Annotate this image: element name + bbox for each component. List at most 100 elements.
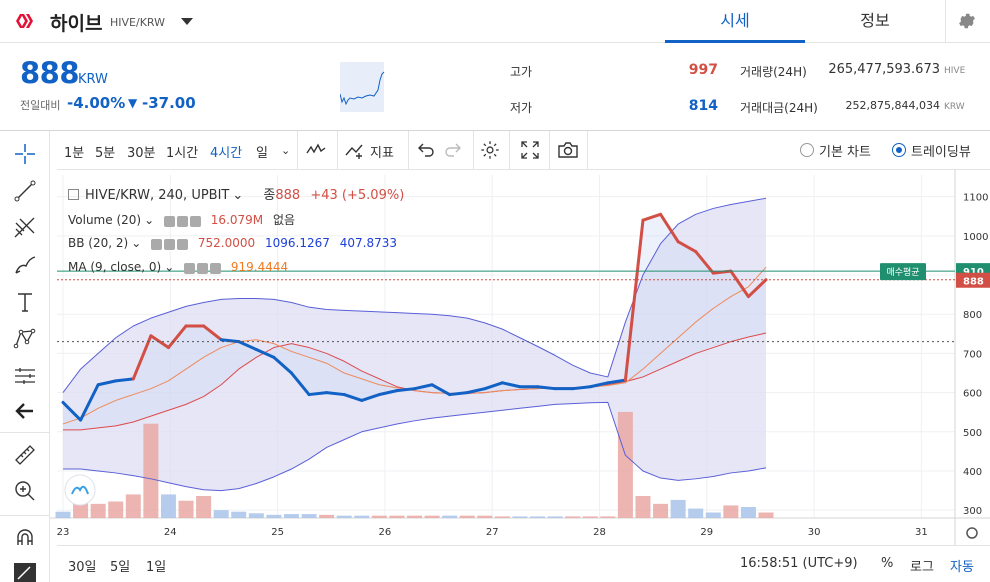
basic-chart-label[interactable]: 기본 차트 [819, 145, 871, 160]
bottom-toolbar: 30일 5일 1일 16:58:51 (UTC+9) % 로그 자동 [57, 545, 990, 582]
close-icon[interactable] [210, 262, 222, 274]
range-30d[interactable]: 30일 [68, 560, 97, 575]
price-line-segment [659, 212, 680, 244]
volume-bar [407, 515, 422, 518]
volume-bar [424, 515, 440, 518]
toolbar-divider [549, 131, 550, 169]
eye-icon[interactable] [163, 215, 175, 227]
chevron-down-icon[interactable]: ⌄ [131, 236, 142, 250]
chevron-down-icon[interactable]: ⌄ [164, 260, 175, 274]
coin-name: 하이브 [50, 13, 103, 35]
range-5d[interactable]: 5일 [110, 560, 131, 575]
text-tool-icon[interactable] [12, 289, 38, 315]
y-tick-label: 400 [963, 467, 982, 478]
mini-chart [340, 62, 385, 112]
interval-5m[interactable]: 5분 [95, 146, 116, 161]
volume-indicator-name[interactable]: Volume (20) [68, 213, 142, 227]
bb-indicator-name[interactable]: BB (20, 2) [68, 236, 129, 250]
interval-day[interactable]: 일 [256, 146, 268, 161]
fullscreen-icon[interactable] [519, 139, 541, 161]
zoom-in-icon[interactable] [12, 478, 38, 504]
chart-style-icon[interactable] [305, 139, 327, 161]
change-label: 전일대비 [20, 99, 61, 112]
axis-settings-icon[interactable] [966, 527, 978, 539]
camera-icon[interactable] [557, 139, 579, 161]
interval-1m[interactable]: 1분 [64, 146, 85, 161]
interval-1h[interactable]: 1시간 [166, 146, 199, 161]
interval-30m[interactable]: 30분 [127, 146, 156, 161]
pair-dropdown-icon[interactable] [181, 18, 193, 25]
redo-icon[interactable] [443, 139, 465, 161]
range-1d[interactable]: 1일 [146, 560, 167, 575]
eye-icon[interactable] [184, 262, 196, 274]
bollinger-lower-line [63, 401, 767, 492]
price-unit: KRW [78, 72, 108, 87]
gear-icon[interactable] [197, 262, 209, 274]
volume-bar [477, 515, 493, 518]
brush-icon[interactable] [12, 252, 38, 278]
volume-bar [705, 512, 721, 518]
volume-value: 16.079M [210, 213, 264, 227]
tradingview-radio[interactable] [892, 143, 906, 157]
eye-icon[interactable] [151, 238, 163, 250]
chevron-down-icon[interactable]: ⌄ [144, 213, 155, 227]
chevron-down-icon[interactable]: ⌄ [281, 144, 291, 157]
price-line-segment [342, 393, 364, 402]
price-line-segment [254, 348, 276, 359]
crosshair-icon[interactable] [12, 141, 38, 167]
indicator-label[interactable]: 지표 [370, 146, 394, 161]
log-toggle[interactable]: 로그 [910, 560, 934, 575]
tab-info[interactable]: 정보 [860, 11, 890, 30]
ma-indicator-name[interactable]: MA (9, close, 0) [68, 260, 162, 274]
gear-icon[interactable] [164, 238, 176, 250]
settings-gear-icon[interactable] [957, 11, 977, 31]
drawing-toolbar [0, 131, 50, 582]
basic-chart-radio[interactable] [800, 143, 814, 157]
auto-toggle[interactable]: 자동 [950, 560, 974, 575]
price-line-segment [536, 385, 557, 391]
bb-legend: BB (20, 2) ⌄ 752.0000 1096.1267 407.8733 [68, 236, 397, 251]
y-tick-label: 300 [963, 506, 982, 517]
magnet-icon[interactable] [12, 525, 38, 551]
fib-tool-icon[interactable] [12, 215, 38, 241]
tradingview-label[interactable]: 트레이딩뷰 [911, 145, 971, 160]
collapse-icon[interactable] [68, 189, 79, 200]
close-icon[interactable] [177, 238, 189, 250]
tool-divider [0, 432, 50, 433]
x-tick-label: 24 [164, 527, 177, 538]
price-line-segment [272, 355, 293, 375]
volume-bar [336, 515, 352, 518]
price-line-segment [79, 383, 100, 422]
measure-icon[interactable] [12, 363, 38, 389]
volume-bar [389, 515, 405, 518]
price-line-segment [641, 212, 663, 222]
close-icon[interactable] [189, 215, 201, 227]
close-value: 888 [275, 188, 301, 203]
chart-settings-icon[interactable] [479, 139, 501, 161]
hive-logo-icon [16, 14, 33, 28]
amount-label: 거래대금(24H) [740, 101, 818, 115]
x-tick-label: 26 [379, 527, 392, 538]
indicator-icon[interactable] [344, 139, 366, 161]
current-price: 888 [20, 56, 80, 90]
volume-bar [582, 516, 598, 518]
trend-line-icon[interactable] [12, 178, 38, 204]
volume-bar [248, 513, 264, 518]
pencil-lock-icon[interactable] [12, 559, 38, 582]
undo-icon[interactable] [414, 139, 436, 161]
back-arrow-icon[interactable] [12, 398, 38, 424]
volume-bar [266, 514, 282, 518]
pattern-icon[interactable] [12, 326, 38, 352]
price-chart[interactable]: 매수평균300400500600700800900100011009108882… [50, 170, 990, 545]
interval-4h[interactable]: 4시간 [210, 146, 243, 161]
chevron-down-icon[interactable]: ⌄ [232, 188, 244, 203]
high-value: 997 [688, 62, 718, 78]
change-rate: -4.00% [67, 94, 126, 112]
volume-bar [688, 508, 704, 518]
toolbar-divider [587, 131, 588, 169]
tab-market[interactable]: 시세 [665, 0, 805, 43]
ruler-icon[interactable] [12, 442, 38, 468]
percent-toggle[interactable]: % [881, 556, 894, 571]
gear-icon[interactable] [176, 215, 188, 227]
